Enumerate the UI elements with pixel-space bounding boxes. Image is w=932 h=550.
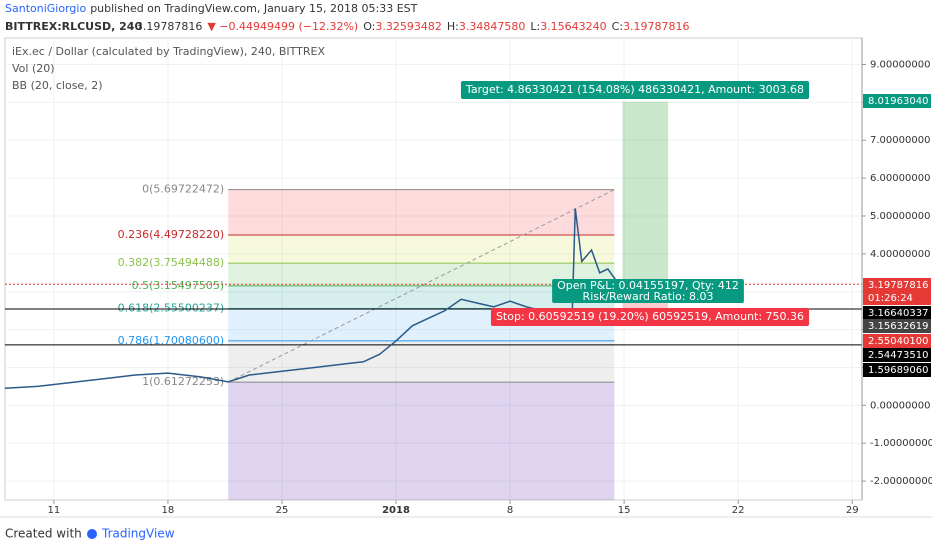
x-tick-label: 15 xyxy=(618,505,631,516)
x-tick-label: 18 xyxy=(162,505,175,516)
price-label: 3.15632619 xyxy=(868,321,928,332)
price-label-box xyxy=(863,278,931,292)
fib-label: 0.618(2.55500237) xyxy=(118,302,225,315)
x-tick-label: 25 xyxy=(276,505,289,516)
ohlc-key: H: xyxy=(447,20,459,33)
x-tick-label: 11 xyxy=(48,505,61,516)
profit-zone xyxy=(622,101,669,286)
legend-entry: Vol (20) xyxy=(12,62,55,75)
plot-frame xyxy=(4,37,863,501)
x-tick-label: 8 xyxy=(507,505,513,516)
y-tick-label: -1.00000000 xyxy=(870,438,932,449)
price-label: 8.01963040 xyxy=(868,96,928,107)
ohlc-value: 3.19787816 xyxy=(623,20,689,33)
change: ▼ −0.44949499 (−12.32%) xyxy=(207,20,358,33)
footer-created: Created with xyxy=(5,527,82,541)
fib-zone xyxy=(228,285,615,309)
fib-zone xyxy=(228,340,615,383)
price-label: 2.55040100 xyxy=(868,336,928,347)
stop-label-box xyxy=(490,308,810,326)
ohlc-value: 3.32593482 xyxy=(375,20,441,33)
ohlc-value: 3.34847580 xyxy=(459,20,525,33)
price-label-box xyxy=(863,348,931,362)
legend-entry: iEx.ec / Dollar (calculated by TradingVi… xyxy=(12,45,325,58)
fib-label: 0.786(1.70080600) xyxy=(118,334,225,347)
fib-label: 0(5.69722472) xyxy=(142,183,224,196)
pnl-box xyxy=(552,279,744,303)
author[interactable]: SantoniGiorgio xyxy=(5,2,86,15)
price-label-box xyxy=(863,334,931,348)
fib-zone xyxy=(228,382,615,500)
fib-zone xyxy=(228,263,615,286)
fib-label: 0.5(3.15497505) xyxy=(132,279,225,292)
ohlc-key: C: xyxy=(612,20,623,33)
brand-logo xyxy=(87,529,97,539)
y-tick-label: 7.00000000 xyxy=(870,135,930,146)
price-label: 1.59689060 xyxy=(868,365,928,376)
rr-label: Risk/Reward Ratio: 8.03 xyxy=(583,290,714,303)
fib-label: 0.236(4.49728220) xyxy=(118,228,225,241)
pnl-label: Open P&L: 0.04155197, Qty: 412 xyxy=(557,279,739,292)
price-label: 01:26:24 xyxy=(868,293,913,304)
price-label: 2.54473510 xyxy=(868,350,928,361)
y-tick-label: 6.00000000 xyxy=(870,173,930,184)
fib-zone xyxy=(228,235,615,264)
y-tick-label: 5.00000000 xyxy=(870,211,930,222)
x-tick-label: 2018 xyxy=(382,505,410,516)
x-tick-label: 29 xyxy=(846,505,859,516)
y-tick-label: 0.00000000 xyxy=(870,400,930,411)
symbol: BITTREX:RLCUSD, 240 xyxy=(5,20,142,33)
x-tick-label: 22 xyxy=(732,505,745,516)
target-label: Target: 4.86330421 (154.08%) 486330421, … xyxy=(465,83,804,96)
published: published on TradingView.com, January 15… xyxy=(90,2,417,15)
footer-brand[interactable]: TradingView xyxy=(101,527,175,541)
fib-label: 0.382(3.75494488) xyxy=(118,256,225,269)
y-tick-label: 4.00000000 xyxy=(870,249,930,260)
price-label: 3.16640337 xyxy=(868,308,928,319)
ohlc-key: O: xyxy=(363,20,375,33)
target-label-box xyxy=(460,81,810,99)
y-tick-label: -2.00000000 xyxy=(870,476,932,487)
price-label-box xyxy=(863,94,931,108)
price-label-box xyxy=(863,319,931,333)
ohlc-value: 3.15643240 xyxy=(540,20,606,33)
price-label: 3.19787816 xyxy=(868,280,928,291)
price-label-box xyxy=(863,363,931,377)
price-label-box xyxy=(863,306,931,320)
fib-zone xyxy=(228,189,615,236)
legend-entry: BB (20, close, 2) xyxy=(12,79,103,92)
price-label-box xyxy=(863,291,931,305)
price-line-series xyxy=(4,208,625,390)
stop-label: Stop: 0.60592519 (19.20%) 60592519, Amou… xyxy=(496,310,804,323)
y-tick-label: 9.00000000 xyxy=(870,60,930,71)
last-price: 3.19787816 xyxy=(136,20,202,33)
ohlc-key: L: xyxy=(530,20,540,33)
fib-label: 1(0.61272253) xyxy=(142,375,224,388)
fib-trend xyxy=(227,189,615,383)
